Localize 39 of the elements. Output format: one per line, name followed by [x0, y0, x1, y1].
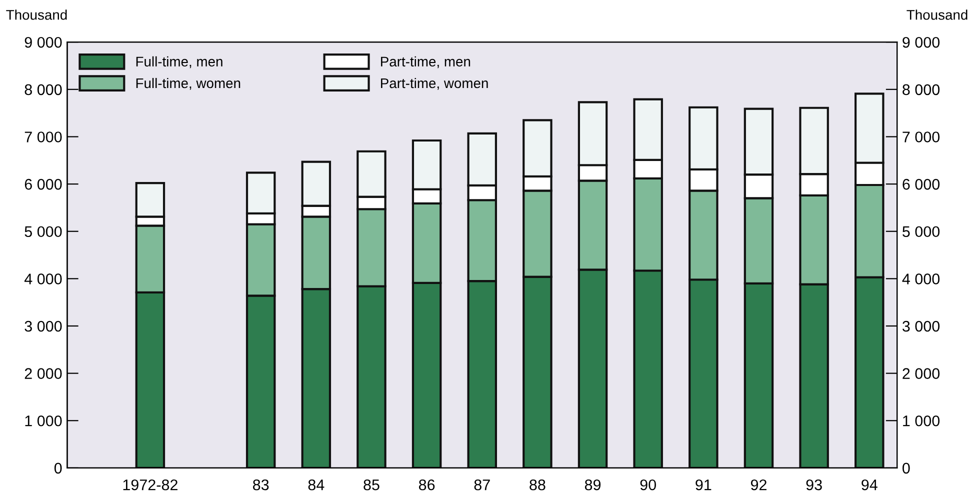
legend-label: Full-time, women [136, 78, 240, 90]
y-tick-label: 8 000 [24, 84, 62, 96]
y2-tick-label: 8 000 [902, 84, 940, 96]
x-tick-label: 1972-82 [123, 479, 178, 490]
y2-tick-label: 1 000 [903, 415, 940, 426]
y-tick-label: 2 000 [24, 368, 62, 379]
y-tick-label: 4 000 [24, 274, 62, 284]
y-tick-label: 9 000 [24, 36, 62, 48]
x-tick-label: 86 [418, 479, 435, 490]
x-tick-label: 94 [862, 479, 878, 490]
y2-tick-label: 3 000 [902, 320, 940, 332]
legend-label: Part-time, women [381, 78, 488, 90]
y-tick-label: 0 [54, 462, 62, 474]
legend-label: Part-time, men [381, 56, 470, 68]
y2-axis-title: Thousand [906, 10, 968, 20]
legend-label: Full-time, men [136, 56, 222, 68]
y-tick-label: 7 000 [24, 132, 62, 142]
y2-tick-label: 4 000 [902, 274, 940, 284]
x-tick-label: 93 [806, 479, 822, 490]
y-tick-label: 1 000 [25, 415, 62, 426]
x-tick-label: 91 [696, 479, 712, 490]
x-tick-label: 85 [364, 479, 380, 490]
y-tick-label: 6 000 [24, 178, 62, 190]
y2-tick-label: 9 000 [902, 36, 940, 48]
y2-tick-label: 5 000 [902, 226, 940, 238]
y-tick-label: 3 000 [24, 320, 62, 332]
y2-tick-label: 6 000 [902, 178, 940, 190]
x-tick-label: 83 [253, 479, 269, 490]
y-tick-label: 5 000 [24, 226, 62, 238]
x-tick-label: 92 [750, 479, 766, 490]
y2-tick-label: 0 [902, 462, 910, 474]
x-tick-label: 84 [308, 479, 324, 490]
x-tick-label: 90 [640, 479, 656, 490]
x-tick-label: 89 [584, 479, 601, 490]
y2-tick-label: 2 000 [902, 368, 940, 379]
y2-tick-label: 7 000 [902, 132, 940, 142]
x-tick-label: 87 [474, 479, 490, 490]
x-tick-label: 88 [530, 479, 546, 490]
y-axis-title: Thousand [6, 10, 67, 20]
